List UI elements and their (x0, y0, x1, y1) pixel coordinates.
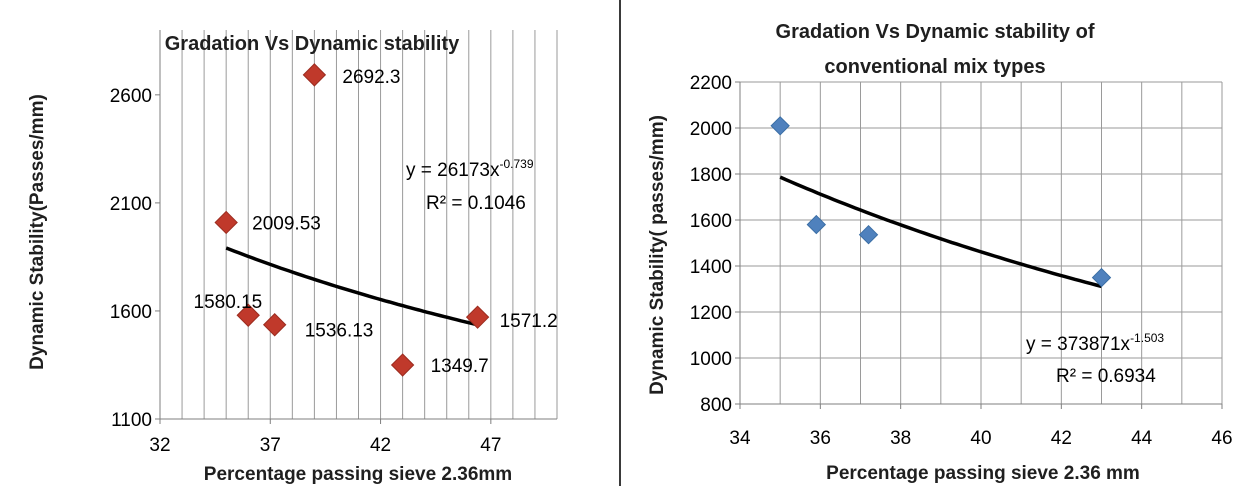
data-point (1091, 267, 1112, 288)
data-label: 1349.7 (431, 356, 489, 377)
y-tick-label: 1000 (690, 349, 732, 370)
x-axis-title: Percentage passing sieve 2.36mm (204, 464, 512, 485)
data-point (214, 210, 238, 235)
chart-title-line-2: conventional mix types (824, 56, 1045, 78)
equation-exponent: -1.503 (1130, 331, 1164, 345)
x-tick-label: 36 (810, 428, 831, 449)
y-tick-label: 2600 (110, 86, 152, 107)
y-tick-label: 2100 (110, 194, 152, 215)
y-axis-title: Dynamic Stability(Passes/mm) (27, 94, 48, 370)
chart-left-svg: 1100 1600 2100 2600 32 37 42 47 Gradation Vs Dyn… (27, 30, 558, 485)
data-point (806, 214, 827, 235)
x-tick-label: 44 (1131, 428, 1153, 449)
y-tick-label: 1800 (690, 165, 732, 186)
data-label: 2692.3 (342, 67, 400, 88)
r-squared-text: R² = 0.1046 (426, 193, 526, 214)
data-point (858, 224, 879, 245)
y-axis-title: Dynamic Stability( passes/mm) (647, 115, 668, 395)
y-tick-label: 800 (700, 395, 732, 416)
x-tick-label: 40 (970, 428, 991, 449)
y-tick-label: 2000 (690, 119, 732, 140)
x-tick-label: 42 (1051, 428, 1072, 449)
equation-base: y = 26173x (406, 160, 500, 181)
data-point (302, 63, 327, 87)
data-point (390, 353, 415, 377)
x-tick-label: 46 (1211, 428, 1232, 449)
chart-panel-left: 1100 1600 2100 2600 32 37 42 47 Gradation Vs Dyn… (27, 0, 621, 486)
data-label: 1571.2 (500, 311, 558, 332)
data-point (465, 305, 490, 329)
y-tick-label: 1400 (690, 257, 732, 278)
y-tick-label: 1100 (111, 410, 152, 431)
trendline-equation: y = 26173x-0.739 (406, 157, 534, 181)
data-label: 1536.13 (305, 321, 374, 342)
data-label: 2009.53 (252, 213, 321, 234)
r-squared-text: R² = 0.6934 (1056, 366, 1156, 387)
data-label: 1580.15 (194, 292, 263, 313)
trendline (779, 175, 1102, 289)
y-tick-label: 2200 (690, 73, 732, 94)
equation-base: y = 373871x (1026, 334, 1131, 355)
equation-exponent: -0.739 (500, 157, 534, 171)
chart-title-line-1: Gradation Vs Dynamic stability of (776, 21, 1095, 43)
data-point (262, 313, 287, 337)
trendline (225, 246, 479, 327)
x-tick-label: 47 (480, 435, 501, 456)
x-tick-label: 38 (890, 428, 911, 449)
trendline-equation: y = 373871x-1.503 (1026, 331, 1164, 355)
y-tick-label: 1200 (690, 303, 732, 324)
chart-title: Gradation Vs Dynamic stability (165, 33, 460, 55)
chart-right-svg: 800 1000 1200 1400 1600 1800 2000 2200 34 36 38 40 4… (647, 21, 1233, 484)
x-axis-title: Percentage passing sieve 2.36 mm (826, 463, 1140, 484)
chart-panel-right: 800 1000 1200 1400 1600 1800 2000 2200 34 36 38 40 4… (623, 0, 1241, 486)
x-tick-label: 37 (260, 435, 281, 456)
x-tick-label: 34 (729, 428, 751, 449)
y-tick-label: 1600 (690, 211, 732, 232)
x-tick-label: 32 (149, 435, 170, 456)
y-tick-label: 1600 (110, 302, 152, 323)
data-point (770, 116, 790, 136)
x-tick-label: 42 (370, 435, 391, 456)
data-point (236, 303, 260, 327)
